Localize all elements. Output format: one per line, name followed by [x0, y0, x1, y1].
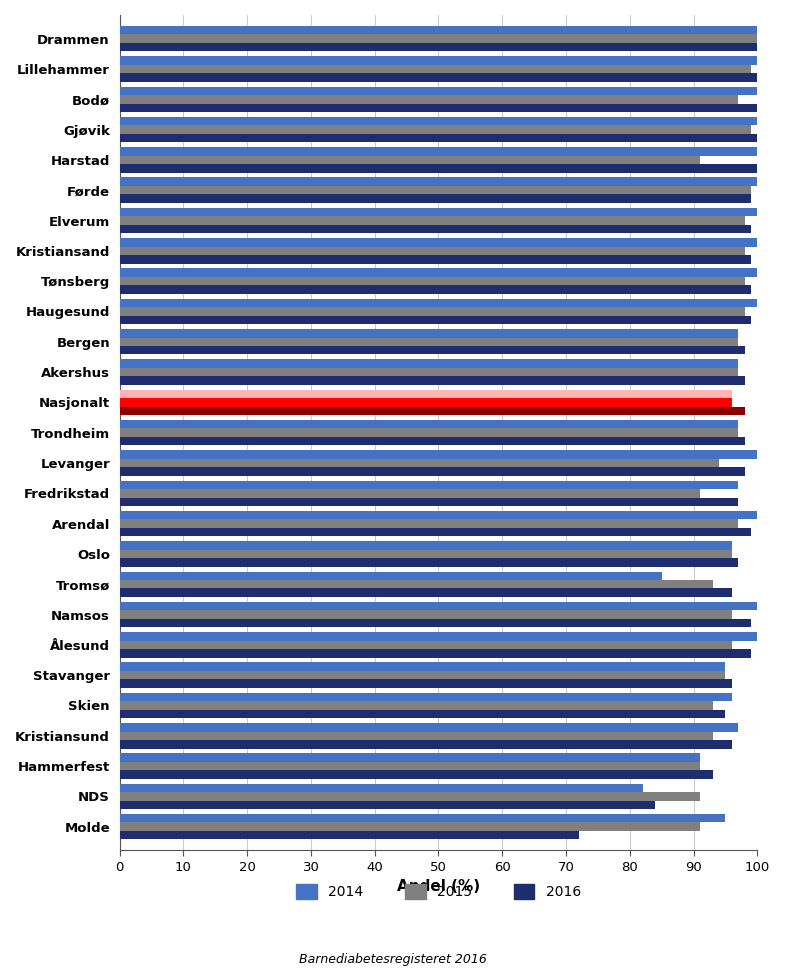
Bar	[119, 56, 758, 65]
Bar	[119, 467, 745, 476]
Bar	[119, 511, 758, 520]
Bar	[119, 559, 738, 566]
Bar	[119, 632, 758, 640]
Bar	[119, 338, 738, 346]
Bar	[119, 269, 758, 277]
Bar	[119, 299, 758, 307]
Bar	[119, 550, 732, 559]
Bar	[119, 359, 738, 368]
Bar	[119, 216, 745, 225]
Bar	[119, 368, 738, 377]
Bar	[119, 195, 751, 203]
Bar	[119, 619, 751, 628]
Bar	[119, 389, 732, 398]
Legend: 2014, 2015, 2016: 2014, 2015, 2016	[289, 878, 588, 906]
Bar	[119, 649, 751, 658]
Bar	[119, 87, 758, 95]
Bar	[119, 679, 732, 688]
Bar	[119, 762, 700, 771]
Bar	[119, 43, 758, 52]
Bar	[119, 398, 732, 407]
Bar	[119, 571, 662, 580]
Bar	[119, 315, 751, 324]
Bar	[119, 528, 751, 536]
Bar	[119, 277, 745, 285]
Bar	[119, 822, 700, 831]
Bar	[119, 246, 745, 255]
Bar	[119, 156, 700, 164]
Bar	[119, 164, 758, 172]
Bar	[119, 285, 751, 294]
Bar	[119, 497, 738, 506]
Bar	[119, 602, 758, 610]
Bar	[119, 346, 745, 354]
Bar	[119, 723, 738, 732]
Bar	[119, 117, 758, 126]
Bar	[119, 541, 732, 550]
Bar	[119, 186, 751, 195]
Bar	[119, 208, 758, 216]
Bar	[119, 663, 725, 671]
Bar	[119, 458, 719, 467]
Bar	[119, 407, 745, 415]
Bar	[119, 307, 745, 315]
Bar	[119, 520, 738, 528]
Bar	[119, 450, 758, 458]
Bar	[119, 95, 738, 103]
Bar	[119, 481, 738, 489]
Bar	[119, 377, 745, 384]
Bar	[119, 329, 738, 338]
Bar	[119, 73, 758, 82]
Bar	[119, 693, 732, 702]
Bar	[119, 428, 738, 437]
Bar	[119, 792, 700, 801]
Bar	[119, 177, 758, 186]
Bar	[119, 753, 700, 762]
X-axis label: Andel (%): Andel (%)	[397, 880, 480, 894]
Text: Barnediabetesregisteret 2016: Barnediabetesregisteret 2016	[298, 954, 487, 966]
Bar	[119, 147, 758, 156]
Bar	[119, 640, 732, 649]
Bar	[119, 740, 732, 748]
Bar	[119, 34, 758, 43]
Bar	[119, 801, 655, 810]
Bar	[119, 709, 725, 718]
Bar	[119, 732, 713, 740]
Bar	[119, 134, 758, 142]
Bar	[119, 610, 732, 619]
Bar	[119, 783, 643, 792]
Bar	[119, 814, 725, 822]
Bar	[119, 420, 738, 428]
Bar	[119, 580, 713, 589]
Bar	[119, 65, 751, 73]
Bar	[119, 126, 751, 134]
Bar	[119, 26, 758, 34]
Bar	[119, 702, 713, 709]
Bar	[119, 103, 758, 112]
Bar	[119, 225, 751, 234]
Bar	[119, 671, 725, 679]
Bar	[119, 238, 758, 246]
Bar	[119, 255, 751, 264]
Bar	[119, 771, 713, 778]
Bar	[119, 589, 732, 597]
Bar	[119, 437, 745, 446]
Bar	[119, 831, 579, 840]
Bar	[119, 489, 700, 497]
